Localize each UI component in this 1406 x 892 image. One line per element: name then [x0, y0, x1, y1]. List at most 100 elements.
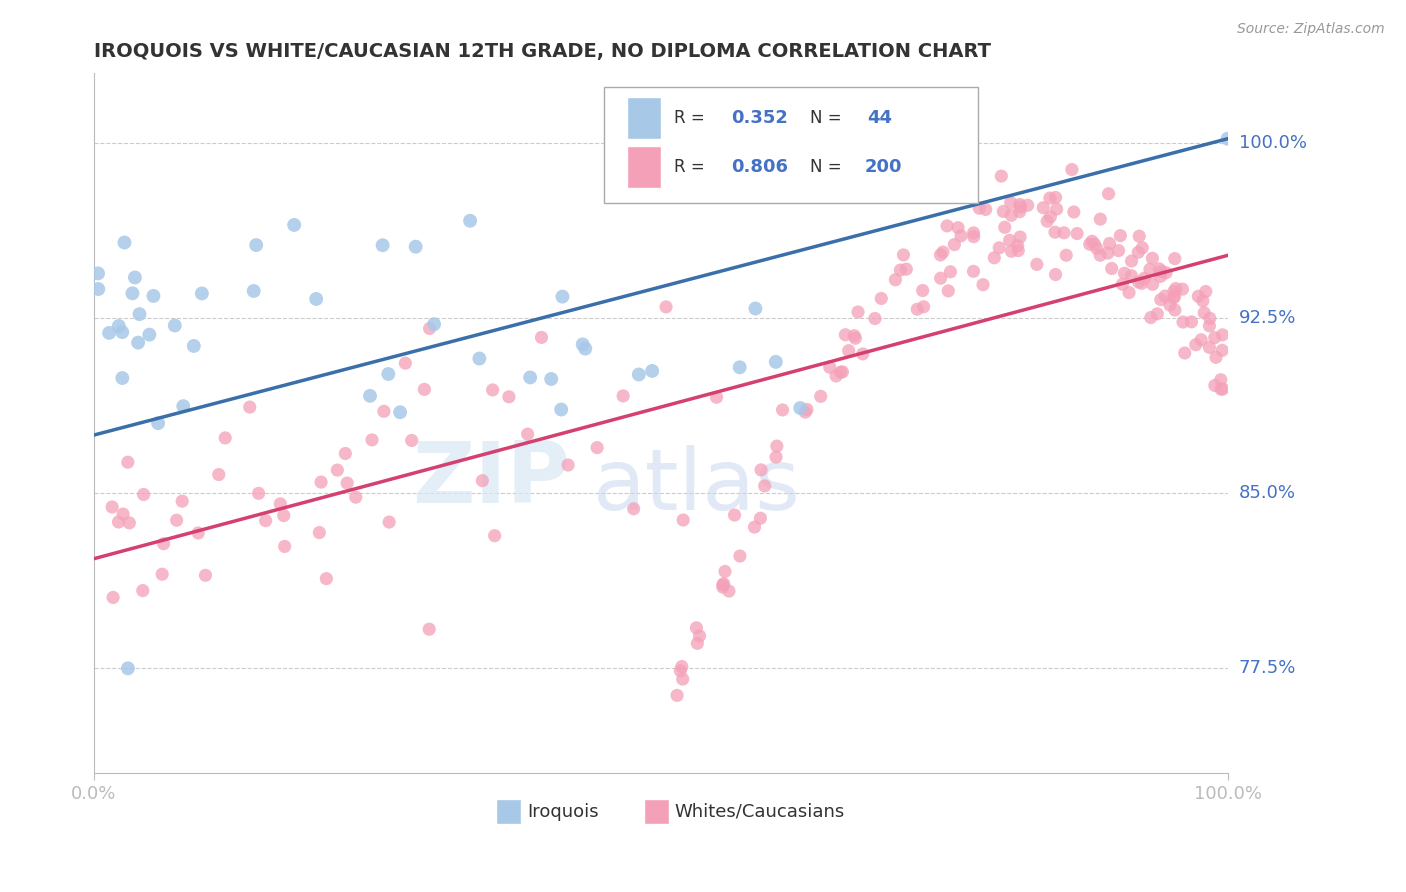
Point	[1204, 378, 1226, 392]
Point	[1060, 162, 1083, 177]
Point	[1128, 245, 1150, 260]
Point	[1108, 244, 1130, 258]
Point	[101, 591, 124, 605]
Point	[98, 326, 121, 340]
Point	[717, 584, 740, 599]
Text: 92.5%: 92.5%	[1239, 310, 1296, 327]
Point	[962, 226, 984, 240]
Point	[571, 337, 593, 351]
Point	[946, 220, 969, 235]
Point	[844, 328, 866, 343]
Text: 100.0%: 100.0%	[1239, 135, 1306, 153]
Point	[530, 330, 553, 344]
Point	[1149, 261, 1171, 276]
Point	[1133, 271, 1156, 285]
Point	[1149, 269, 1171, 284]
Point	[401, 434, 423, 448]
Point	[305, 292, 328, 306]
Point	[998, 233, 1021, 247]
Point	[993, 204, 1015, 219]
Text: R =: R =	[675, 158, 710, 176]
Point	[1045, 268, 1067, 282]
Point	[150, 567, 173, 582]
Point	[612, 389, 634, 403]
Point	[911, 284, 934, 298]
Point	[932, 245, 955, 260]
Point	[405, 240, 427, 254]
Point	[419, 321, 441, 335]
Point	[308, 525, 330, 540]
Point	[471, 474, 494, 488]
Point	[117, 455, 139, 469]
Point	[796, 402, 818, 417]
Point	[336, 476, 359, 491]
Point	[1054, 248, 1077, 262]
Point	[831, 365, 853, 379]
Point	[163, 318, 186, 333]
Point	[1121, 268, 1143, 283]
Point	[723, 508, 745, 522]
Point	[132, 583, 155, 598]
Point	[1209, 373, 1232, 387]
Point	[1032, 201, 1054, 215]
Point	[1118, 285, 1140, 300]
Point	[1174, 346, 1197, 360]
Point	[1209, 382, 1232, 396]
Point	[1130, 241, 1153, 255]
Point	[905, 302, 928, 317]
Point	[586, 441, 609, 455]
Point	[378, 515, 401, 529]
Point	[983, 251, 1005, 265]
Point	[1212, 382, 1234, 396]
Point	[623, 501, 645, 516]
Point	[749, 463, 772, 477]
Point	[994, 220, 1017, 235]
Point	[128, 307, 150, 321]
Point	[744, 520, 766, 534]
Point	[1163, 285, 1185, 299]
Point	[124, 270, 146, 285]
Point	[138, 327, 160, 342]
Point	[1039, 210, 1062, 224]
Point	[706, 390, 728, 404]
Text: 77.5%: 77.5%	[1239, 659, 1296, 677]
Point	[413, 383, 436, 397]
Point	[214, 431, 236, 445]
Point	[711, 580, 734, 594]
Point	[107, 515, 129, 529]
Point	[1130, 277, 1153, 291]
Point	[87, 282, 110, 296]
Point	[516, 427, 538, 442]
Point	[912, 300, 935, 314]
Point	[377, 367, 399, 381]
Point	[1198, 340, 1220, 354]
Point	[132, 487, 155, 501]
Point	[1109, 228, 1132, 243]
Point	[1205, 351, 1227, 365]
Point	[254, 514, 277, 528]
Point	[87, 266, 110, 280]
Point	[1142, 252, 1164, 266]
Point	[118, 516, 141, 530]
Point	[359, 389, 381, 403]
Point	[1081, 234, 1104, 248]
Point	[1008, 197, 1031, 211]
Point	[1008, 204, 1031, 219]
Point	[627, 368, 650, 382]
Point	[273, 508, 295, 523]
Point	[1101, 261, 1123, 276]
Point	[672, 672, 695, 686]
Point	[772, 403, 794, 417]
Point	[242, 284, 264, 298]
Point	[107, 319, 129, 334]
Point	[689, 629, 711, 643]
Point	[344, 490, 367, 504]
Point	[326, 463, 349, 477]
Point	[1007, 238, 1029, 252]
Point	[943, 237, 966, 252]
FancyBboxPatch shape	[627, 145, 661, 187]
Point	[468, 351, 491, 366]
Point	[1184, 337, 1206, 351]
Point	[810, 389, 832, 403]
Point	[884, 273, 907, 287]
